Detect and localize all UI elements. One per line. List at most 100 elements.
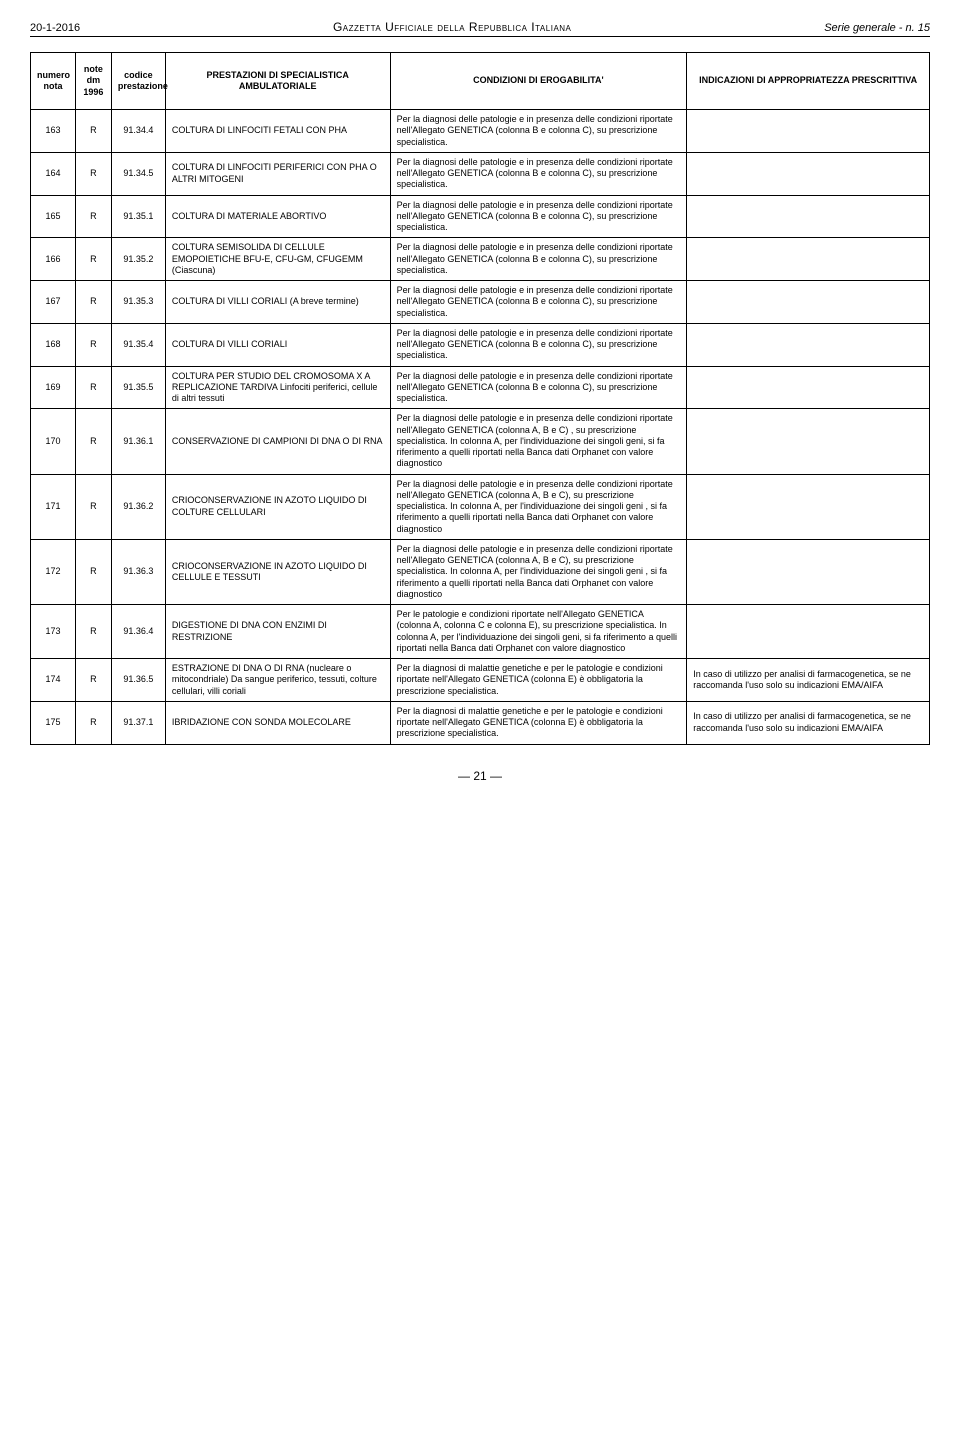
- cell-note: R: [75, 110, 111, 153]
- table-row: 170R91.36.1CONSERVAZIONE DI CAMPIONI DI …: [31, 409, 930, 474]
- cell-cond: Per la diagnosi delle patologie e in pre…: [390, 323, 687, 366]
- table-row: 165R91.35.1COLTURA DI MATERIALE ABORTIVO…: [31, 195, 930, 238]
- cell-prest: COLTURA DI VILLI CORIALI: [165, 323, 390, 366]
- cell-n: 168: [31, 323, 76, 366]
- header-date: 20-1-2016: [30, 22, 80, 34]
- cell-n: 164: [31, 152, 76, 195]
- table-row: 166R91.35.2COLTURA SEMISOLIDA DI CELLULE…: [31, 238, 930, 281]
- cell-prest: COLTURA DI MATERIALE ABORTIVO: [165, 195, 390, 238]
- cell-note: R: [75, 281, 111, 324]
- cell-cond: Per la diagnosi di malattie genetiche e …: [390, 701, 687, 744]
- cell-cond: Per la diagnosi delle patologie e in pre…: [390, 195, 687, 238]
- cell-note: R: [75, 701, 111, 744]
- cell-cond: Per la diagnosi delle patologie e in pre…: [390, 238, 687, 281]
- table-row: 172R91.36.3CRIOCONSERVAZIONE IN AZOTO LI…: [31, 539, 930, 604]
- page-header: 20-1-2016 Gazzetta Ufficiale della Repub…: [30, 20, 930, 37]
- cell-ind: [687, 152, 930, 195]
- col-indicazioni: INDICAZIONI DI APPROPRIATEZZA PRESCRITTI…: [687, 53, 930, 110]
- cell-note: R: [75, 152, 111, 195]
- cell-ind: [687, 323, 930, 366]
- col-codice: codice prestazione: [111, 53, 165, 110]
- cell-ind: In caso di utilizzo per analisi di farma…: [687, 701, 930, 744]
- cell-code: 91.35.1: [111, 195, 165, 238]
- col-note-dm: note dm 1996: [75, 53, 111, 110]
- table-header-row: numero nota note dm 1996 codice prestazi…: [31, 53, 930, 110]
- cell-n: 174: [31, 659, 76, 702]
- cell-prest: IBRIDAZIONE CON SONDA MOLECOLARE: [165, 701, 390, 744]
- cell-ind: [687, 366, 930, 409]
- cell-n: 170: [31, 409, 76, 474]
- table-row: 169R91.35.5COLTURA PER STUDIO DEL CROMOS…: [31, 366, 930, 409]
- cell-prest: CRIOCONSERVAZIONE IN AZOTO LIQUIDO DI CE…: [165, 539, 390, 604]
- col-condizioni: CONDIZIONI DI EROGABILITA': [390, 53, 687, 110]
- cell-prest: COLTURA PER STUDIO DEL CROMOSOMA X A REP…: [165, 366, 390, 409]
- cell-n: 166: [31, 238, 76, 281]
- cell-prest: CRIOCONSERVAZIONE IN AZOTO LIQUIDO DI CO…: [165, 474, 390, 539]
- cell-n: 167: [31, 281, 76, 324]
- cell-code: 91.35.3: [111, 281, 165, 324]
- cell-note: R: [75, 539, 111, 604]
- cell-prest: ESTRAZIONE DI DNA O DI RNA (nucleare o m…: [165, 659, 390, 702]
- page-number: — 21 —: [30, 769, 930, 783]
- table-row: 173R91.36.4DIGESTIONE DI DNA CON ENZIMI …: [31, 605, 930, 659]
- cell-code: 91.34.4: [111, 110, 165, 153]
- cell-n: 163: [31, 110, 76, 153]
- cell-cond: Per la diagnosi delle patologie e in pre…: [390, 474, 687, 539]
- cell-n: 169: [31, 366, 76, 409]
- cell-note: R: [75, 238, 111, 281]
- cell-ind: [687, 605, 930, 659]
- table-row: 175R91.37.1IBRIDAZIONE CON SONDA MOLECOL…: [31, 701, 930, 744]
- cell-ind: [687, 195, 930, 238]
- cell-cond: Per le patologie e condizioni riportate …: [390, 605, 687, 659]
- cell-cond: Per la diagnosi delle patologie e in pre…: [390, 110, 687, 153]
- cell-cond: Per la diagnosi delle patologie e in pre…: [390, 366, 687, 409]
- cell-code: 91.36.1: [111, 409, 165, 474]
- cell-prest: COLTURA DI LINFOCITI FETALI CON PHA: [165, 110, 390, 153]
- table-row: 171R91.36.2CRIOCONSERVAZIONE IN AZOTO LI…: [31, 474, 930, 539]
- cell-ind: [687, 238, 930, 281]
- cell-cond: Per la diagnosi delle patologie e in pre…: [390, 152, 687, 195]
- table-row: 164R91.34.5COLTURA DI LINFOCITI PERIFERI…: [31, 152, 930, 195]
- col-numero-nota: numero nota: [31, 53, 76, 110]
- cell-cond: Per la diagnosi delle patologie e in pre…: [390, 409, 687, 474]
- cell-ind: [687, 539, 930, 604]
- cell-note: R: [75, 195, 111, 238]
- header-series: Serie generale - n. 15: [824, 22, 930, 34]
- table-row: 174R91.36.5ESTRAZIONE DI DNA O DI RNA (n…: [31, 659, 930, 702]
- cell-cond: Per la diagnosi delle patologie e in pre…: [390, 281, 687, 324]
- cell-note: R: [75, 323, 111, 366]
- col-prestazioni: PRESTAZIONI DI SPECIALISTICA AMBULATORIA…: [165, 53, 390, 110]
- table-row: 163R91.34.4COLTURA DI LINFOCITI FETALI C…: [31, 110, 930, 153]
- cell-code: 91.36.2: [111, 474, 165, 539]
- cell-ind: [687, 281, 930, 324]
- cell-n: 165: [31, 195, 76, 238]
- cell-note: R: [75, 474, 111, 539]
- cell-code: 91.35.4: [111, 323, 165, 366]
- cell-n: 175: [31, 701, 76, 744]
- cell-prest: COLTURA DI VILLI CORIALI (A breve termin…: [165, 281, 390, 324]
- cell-code: 91.37.1: [111, 701, 165, 744]
- cell-code: 91.34.5: [111, 152, 165, 195]
- header-title: Gazzetta Ufficiale della Repubblica Ital…: [333, 20, 571, 34]
- cell-n: 172: [31, 539, 76, 604]
- cell-ind: [687, 409, 930, 474]
- cell-code: 91.35.5: [111, 366, 165, 409]
- cell-cond: Per la diagnosi di malattie genetiche e …: [390, 659, 687, 702]
- cell-ind: [687, 474, 930, 539]
- cell-code: 91.36.4: [111, 605, 165, 659]
- cell-code: 91.35.2: [111, 238, 165, 281]
- cell-ind: [687, 110, 930, 153]
- cell-n: 173: [31, 605, 76, 659]
- cell-note: R: [75, 409, 111, 474]
- cell-note: R: [75, 659, 111, 702]
- cell-cond: Per la diagnosi delle patologie e in pre…: [390, 539, 687, 604]
- cell-note: R: [75, 366, 111, 409]
- cell-code: 91.36.5: [111, 659, 165, 702]
- cell-prest: COLTURA SEMISOLIDA DI CELLULE EMOPOIETIC…: [165, 238, 390, 281]
- prestazioni-table: numero nota note dm 1996 codice prestazi…: [30, 52, 930, 745]
- cell-note: R: [75, 605, 111, 659]
- cell-ind: In caso di utilizzo per analisi di farma…: [687, 659, 930, 702]
- cell-code: 91.36.3: [111, 539, 165, 604]
- table-row: 168R91.35.4COLTURA DI VILLI CORIALIPer l…: [31, 323, 930, 366]
- cell-prest: CONSERVAZIONE DI CAMPIONI DI DNA O DI RN…: [165, 409, 390, 474]
